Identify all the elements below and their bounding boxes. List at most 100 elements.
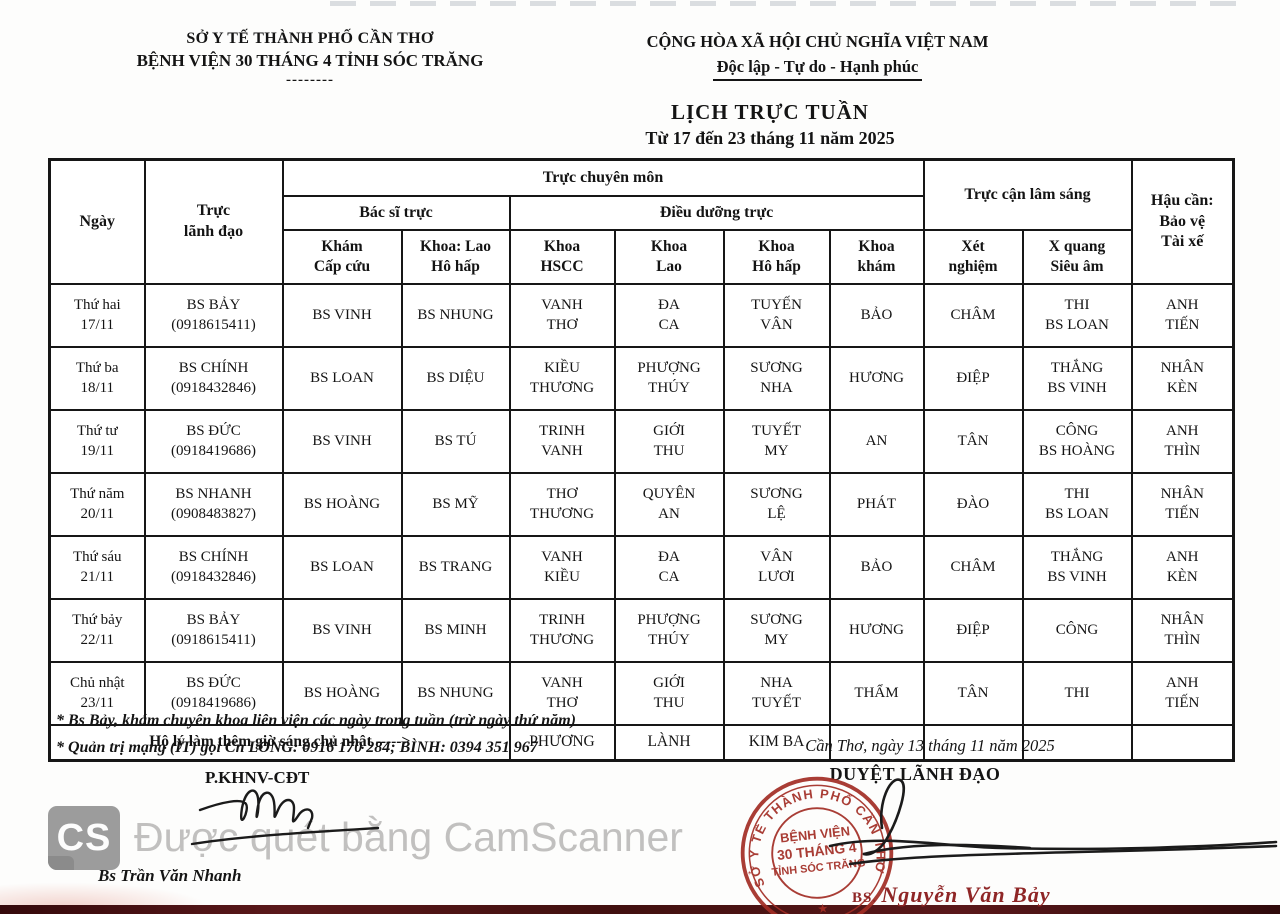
col-header-leader: Trực lãnh đạo: [143, 158, 284, 285]
duty-cell: SƯƠNG MY: [722, 598, 831, 663]
col-header-exam: Khoa khám: [828, 229, 925, 285]
duty-cell: ANH THÌN: [1130, 409, 1235, 474]
hospital-name: BỆNH VIỆN 30 THÁNG 4 TỈNH SÓC TRĂNG: [136, 51, 484, 70]
page-subtitle: Từ 17 đến 23 tháng 11 năm 2025: [645, 128, 895, 148]
duty-cell: ANH KÈN: [1130, 535, 1235, 600]
duty-cell: NHA TUYẾT: [722, 661, 831, 726]
duty-cell: TUYẾT MY: [722, 409, 831, 474]
duty-cell: THI: [1021, 661, 1133, 726]
footnote-1: * Bs Bảy, khám chuyên khoa liên viện các…: [56, 712, 576, 729]
day-cell: Thứ bảy 22/11: [48, 598, 146, 663]
duty-cell: BS HOÀNG: [281, 661, 403, 726]
col-header-day: Ngày: [48, 158, 146, 285]
duty-cell: THẨM: [828, 661, 925, 726]
leader-cell: BS BẢY (0918615411): [143, 598, 284, 663]
duty-cell: CÔNG BS HOÀNG: [1021, 409, 1133, 474]
duty-cell: THI BS LOAN: [1021, 283, 1133, 348]
duty-cell: [1021, 724, 1133, 762]
duty-cell: TRINH VANH: [508, 409, 616, 474]
duty-cell: THI BS LOAN: [1021, 472, 1133, 537]
right-signer-script: Nguyễn Văn Bảy: [881, 882, 1051, 907]
signature-right: [828, 778, 1278, 866]
duty-cell: ĐA CA: [613, 535, 725, 600]
helper-overtime-row: Hộ lý làm thêm giờ sáng chủ nhật -----> P…: [48, 724, 1235, 762]
duty-cell: LÀNH: [613, 724, 725, 762]
col-header-doctors: Bác sĩ trực: [281, 195, 511, 231]
header-row-3: Khám Cấp cứu Khoa: Lao Hô hấp Khoa HSCC …: [50, 229, 1234, 285]
duty-cell: TRINH THƯƠNG: [508, 598, 616, 663]
duty-cell: KIM BA: [722, 724, 831, 762]
duty-cell: ĐA CA: [613, 283, 725, 348]
duty-cell: [828, 724, 925, 762]
duty-cell: NHÂN THÌN: [1130, 598, 1235, 663]
col-header-xray: X quang Siêu âm: [1021, 229, 1133, 285]
stamp-center-line1: BỆNH VIỆN: [779, 823, 850, 845]
duty-cell: SƯƠNG NHA: [722, 346, 831, 411]
duty-cell: THƠ THƯƠNG: [508, 472, 616, 537]
duty-cell: THẮNG BS VINH: [1021, 346, 1133, 411]
stamp-star-icon: ★: [817, 901, 830, 914]
header-row-2: Bác sĩ trực Điều dưỡng trực: [50, 195, 1234, 231]
col-header-lab: Xét nghiệm: [922, 229, 1024, 285]
leader-cell: BS ĐỨC (0918419686): [143, 661, 284, 726]
scan-artifact-bottom-bar: [0, 905, 1280, 914]
duty-cell: PHƯỢNG THÚY: [613, 598, 725, 663]
table-row: Thứ ba 18/11 BS CHÍNH (0918432846) BS LOAN…: [48, 346, 1235, 411]
org-header: SỞ Y TẾ THÀNH PHỐ CẦN THƠ BỆNH VIỆN 30 T…: [95, 30, 525, 89]
hospital-stamp: SỞ Y TẾ THÀNH PHỐ CẦN THƠ BỆNH VIỆN 30 T…: [739, 776, 894, 914]
scan-artifact-pink: [0, 882, 210, 908]
duty-cell: QUYÊN AN: [613, 472, 725, 537]
duty-cell: BS VINH: [281, 283, 403, 348]
org-parent-name: SỞ Y TẾ THÀNH PHỐ CẦN THƠ: [186, 30, 434, 47]
duty-cell: HƯƠNG: [828, 346, 925, 411]
col-header-professional-duty: Trực chuyên môn: [281, 158, 925, 197]
right-signer-name: BS. Nguyễn Văn Bảy: [852, 882, 1051, 908]
camscanner-watermark-text: Được quét bằng CamScanner: [134, 814, 683, 860]
leader-cell: BS ĐỨC (0918419686): [143, 409, 284, 474]
duty-cell: CHÂM: [922, 283, 1024, 348]
camscanner-logo-icon: CS: [48, 806, 120, 870]
duty-cell: NHÂN KÈN: [1130, 346, 1235, 411]
duty-cell: BS LOAN: [281, 346, 403, 411]
duty-cell: GIỚI THU: [613, 409, 725, 474]
duty-cell: BS MINH: [400, 598, 511, 663]
leader-cell: BS BẢY (0918615411): [143, 283, 284, 348]
signature-left: [190, 789, 380, 846]
duty-cell: TÂN: [922, 409, 1024, 474]
day-cell: Thứ năm 20/11: [48, 472, 146, 537]
national-motto-line2: Độc lập - Tự do - Hạnh phúc: [712, 57, 923, 81]
duty-cell: PHÁT: [828, 472, 925, 537]
duty-cell: ANH TIẾN: [1130, 283, 1235, 348]
duty-cell: BS VINH: [281, 598, 403, 663]
col-header-icu: Khoa HSCC: [508, 229, 616, 285]
leader-cell: BS CHÍNH (0918432846): [143, 535, 284, 600]
duty-cell: BS TÚ: [400, 409, 511, 474]
day-cell: Thứ hai 17/11: [48, 283, 146, 348]
duty-cell: BS MỸ: [400, 472, 511, 537]
table-row: Chủ nhật 23/11 BS ĐỨC (0918419686) BS HOÀN…: [48, 661, 1235, 726]
duty-cell: BS TRANG: [400, 535, 511, 600]
col-header-logistics: Hậu cần: Bảo vệ Tài xế: [1130, 158, 1235, 285]
duty-cell: ĐÀO: [922, 472, 1024, 537]
table-row: Thứ bảy 22/11 BS BẢY (0918615411) BS VINH B…: [48, 598, 1235, 663]
footnote-2: * Quản trị mạng (IT) gọi Cn LONG: 0916 1…: [56, 739, 538, 756]
schedule-body: Thứ hai 17/11 BS BẢY (0918615411) BS VINH B…: [48, 283, 1235, 762]
day-cell: Thứ ba 18/11: [48, 346, 146, 411]
duty-cell: CHÂM: [922, 535, 1024, 600]
col-header-resp: Khoa Hô hấp: [722, 229, 831, 285]
department-label: P.KHNV-CĐT: [205, 768, 310, 787]
duty-cell: [1130, 724, 1235, 762]
duty-cell: VANH THƠ: [508, 283, 616, 348]
duty-cell: BS NHUNG: [400, 661, 511, 726]
leader-cell: BS NHANH (0908483827): [143, 472, 284, 537]
camscanner-logo-text: CS: [56, 816, 112, 859]
table-row: Thứ sáu 21/11 BS CHÍNH (0918432846) BS LOA…: [48, 535, 1235, 600]
col-header-emergency: Khám Cấp cứu: [281, 229, 403, 285]
col-header-tb-resp-doctor: Khoa: Lao Hô hấp: [400, 229, 511, 285]
approval-label: DUYỆT LÃNH ĐẠO: [829, 764, 1001, 784]
place-date: Cần Thơ, ngày 13 tháng 11 năm 2025: [805, 736, 1055, 755]
duty-cell: BS HOÀNG: [281, 472, 403, 537]
table-row: Thứ tư 19/11 BS ĐỨC (0918419686) BS VINH BS…: [48, 409, 1235, 474]
duty-cell: VANH KIỀU: [508, 535, 616, 600]
